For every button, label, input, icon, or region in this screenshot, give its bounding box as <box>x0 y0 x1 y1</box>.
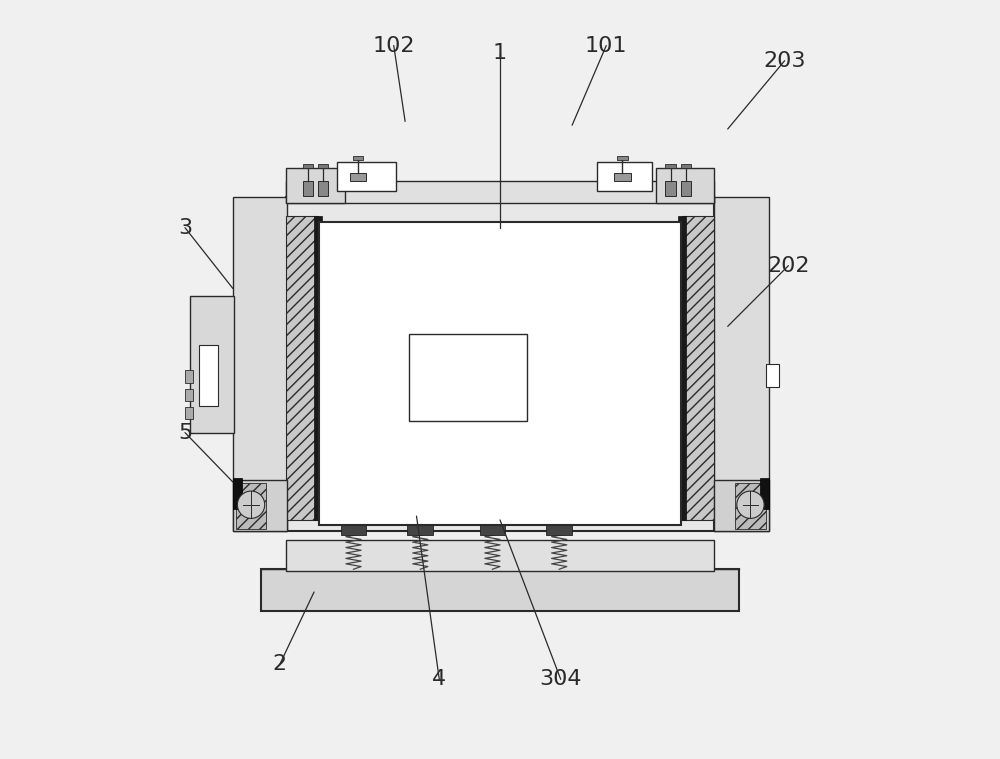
Bar <box>766 364 779 387</box>
Bar <box>190 296 234 433</box>
Bar <box>286 216 318 520</box>
Bar <box>656 168 714 203</box>
Bar <box>337 162 396 191</box>
Bar <box>614 173 631 181</box>
Bar <box>714 197 769 531</box>
Bar <box>199 345 218 406</box>
Bar <box>233 197 287 531</box>
Bar <box>233 480 287 531</box>
Bar <box>665 164 676 168</box>
Text: 5: 5 <box>178 423 192 442</box>
Bar <box>714 480 769 531</box>
Text: 1: 1 <box>493 43 507 63</box>
Bar <box>233 478 242 509</box>
Bar <box>314 216 322 520</box>
Circle shape <box>237 491 265 518</box>
Text: 3: 3 <box>178 218 192 238</box>
Bar <box>480 525 505 535</box>
Text: 304: 304 <box>539 669 582 689</box>
Bar <box>409 334 527 421</box>
Bar <box>261 569 739 611</box>
Bar <box>236 483 266 529</box>
Bar <box>185 389 193 401</box>
Text: 203: 203 <box>763 51 806 71</box>
Bar <box>341 525 366 535</box>
Bar <box>682 216 714 520</box>
Bar <box>678 216 686 520</box>
Bar <box>353 156 363 160</box>
Bar <box>597 162 652 191</box>
Text: 101: 101 <box>585 36 628 55</box>
Bar <box>760 478 769 509</box>
Text: 202: 202 <box>767 256 810 276</box>
Bar <box>681 164 691 168</box>
Bar <box>617 156 628 160</box>
Bar <box>185 407 193 419</box>
Bar <box>303 164 313 168</box>
Bar <box>303 181 313 196</box>
Bar <box>318 164 328 168</box>
Circle shape <box>737 491 764 518</box>
Text: 102: 102 <box>372 36 415 55</box>
Bar <box>350 173 366 181</box>
Bar <box>735 483 766 529</box>
Bar <box>407 525 433 535</box>
Bar <box>546 525 572 535</box>
Bar <box>286 540 714 571</box>
Text: 2: 2 <box>273 654 287 674</box>
Bar <box>319 222 681 525</box>
Bar <box>681 181 691 196</box>
Bar <box>286 197 714 531</box>
Bar <box>665 181 676 196</box>
Text: 4: 4 <box>432 669 446 689</box>
Bar <box>185 370 193 383</box>
Bar <box>286 181 714 203</box>
Bar <box>286 168 345 203</box>
Bar <box>318 181 328 196</box>
